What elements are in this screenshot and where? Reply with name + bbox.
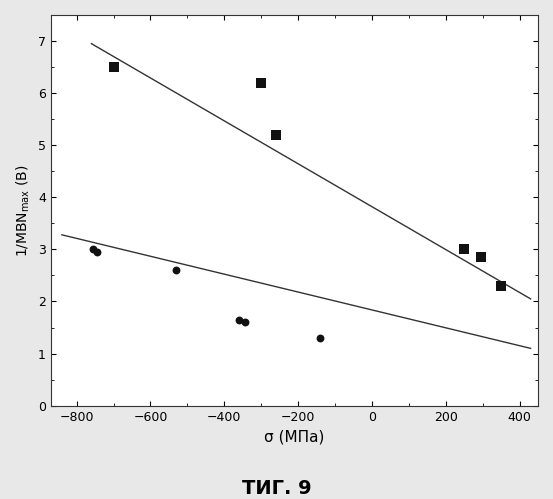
Point: [272, 131, 280, 139]
Point: [234, 316, 243, 324]
Text: ΤИГ. 9: ΤИГ. 9: [242, 479, 311, 498]
Point: [172, 266, 181, 274]
Point: [257, 79, 265, 87]
Point: [89, 246, 98, 253]
Point: [497, 282, 505, 290]
Point: [240, 318, 249, 326]
Point: [476, 253, 485, 261]
X-axis label: σ (МПа): σ (МПа): [264, 429, 325, 444]
Point: [109, 63, 118, 71]
Y-axis label: 1/MBN$_{\rm max}$ (B): 1/MBN$_{\rm max}$ (B): [15, 164, 33, 256]
Point: [92, 248, 101, 256]
Point: [460, 246, 468, 253]
Point: [316, 334, 325, 342]
